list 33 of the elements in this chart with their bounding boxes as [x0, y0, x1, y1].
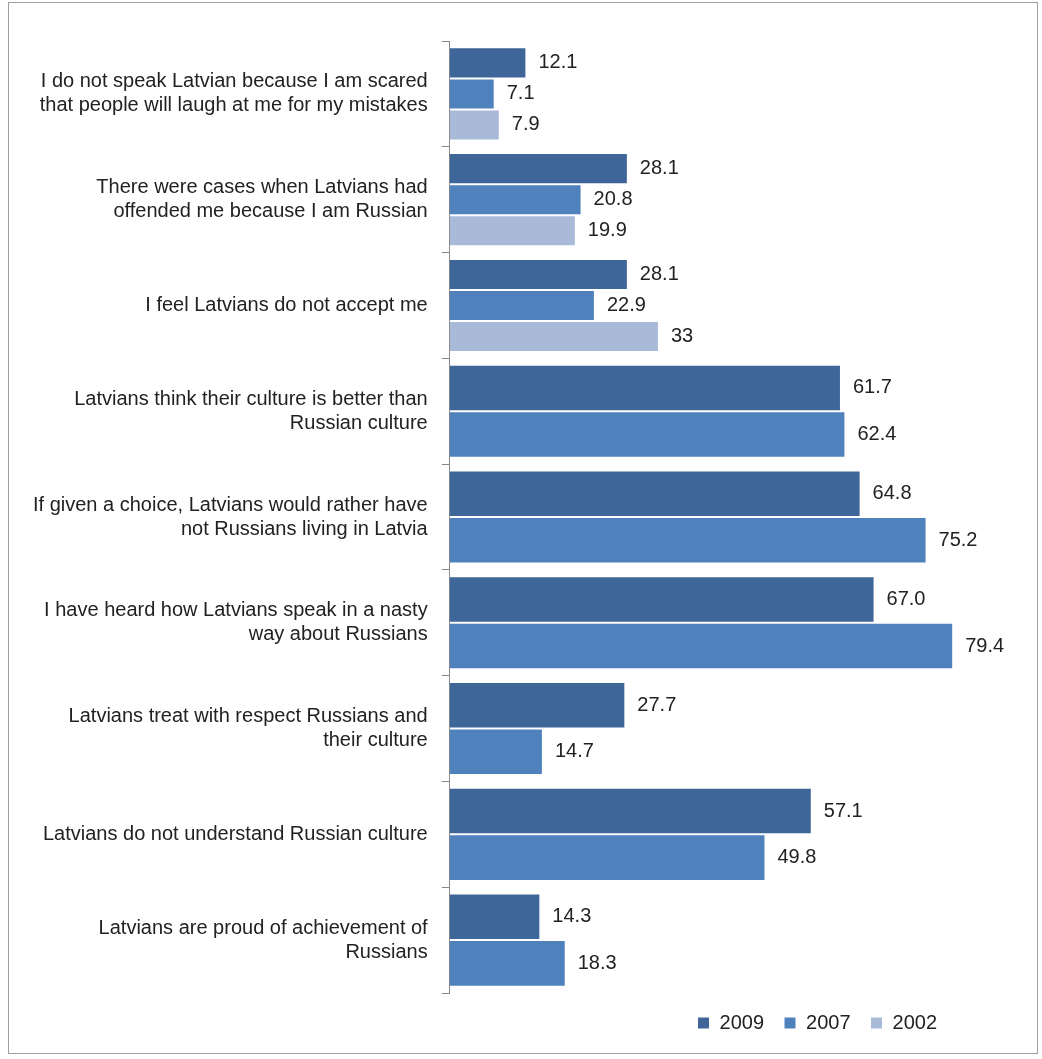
- data-label: 14.3: [552, 904, 592, 927]
- data-label: 14.7: [554, 739, 594, 762]
- y-tick-label: I have heard how Latvians speak in a nasty way about Russians: [44, 598, 428, 645]
- y-tick-label: I do not speak Latvian because I am scared that people will laugh at me for my mistakes: [39, 69, 428, 116]
- data-label: 61.7: [852, 375, 892, 398]
- data-label: 75.2: [938, 527, 978, 550]
- y-tick-label: There were cases when Latvians had offended me because I am Russian: [96, 175, 428, 222]
- data-label: 62.4: [857, 422, 897, 445]
- y-tick-label: Latvians treat with respect Russians and their culture: [68, 704, 428, 751]
- y-tick-label: Latvians do not understand Russian culture: [42, 821, 428, 844]
- data-label: 27.7: [637, 692, 677, 715]
- legend-label: 2007: [806, 1010, 851, 1033]
- data-label: 7.9: [511, 112, 540, 135]
- data-label: 64.8: [872, 481, 912, 504]
- data-label: 19.9: [587, 218, 627, 241]
- legend-label: 2009: [719, 1010, 765, 1033]
- data-label: 49.8: [777, 845, 817, 868]
- y-tick-label: Latvians think their culture is better than Russian culture: [74, 386, 428, 433]
- data-label: 67.0: [886, 587, 926, 610]
- y-tick-label: Latvians are proud of achievement of Russians: [98, 915, 429, 962]
- y-tick-label: If given a choice, Latvians would rather have not Russians living in Latvia: [32, 492, 429, 539]
- data-label: 33: [670, 323, 694, 346]
- data-label: 57.1: [823, 798, 863, 821]
- y-tick-label: I feel Latvians do not accept me: [145, 292, 428, 315]
- data-label: 18.3: [577, 950, 617, 973]
- data-label: 20.8: [593, 187, 633, 210]
- data-label: 28.1: [639, 156, 679, 179]
- data-label: 7.1: [506, 81, 535, 104]
- data-label: 12.1: [538, 50, 578, 73]
- data-label: 79.4: [965, 633, 1005, 656]
- data-label: 28.1: [639, 261, 679, 284]
- data-label: 22.9: [606, 292, 646, 315]
- legend-label: 2002: [892, 1010, 938, 1033]
